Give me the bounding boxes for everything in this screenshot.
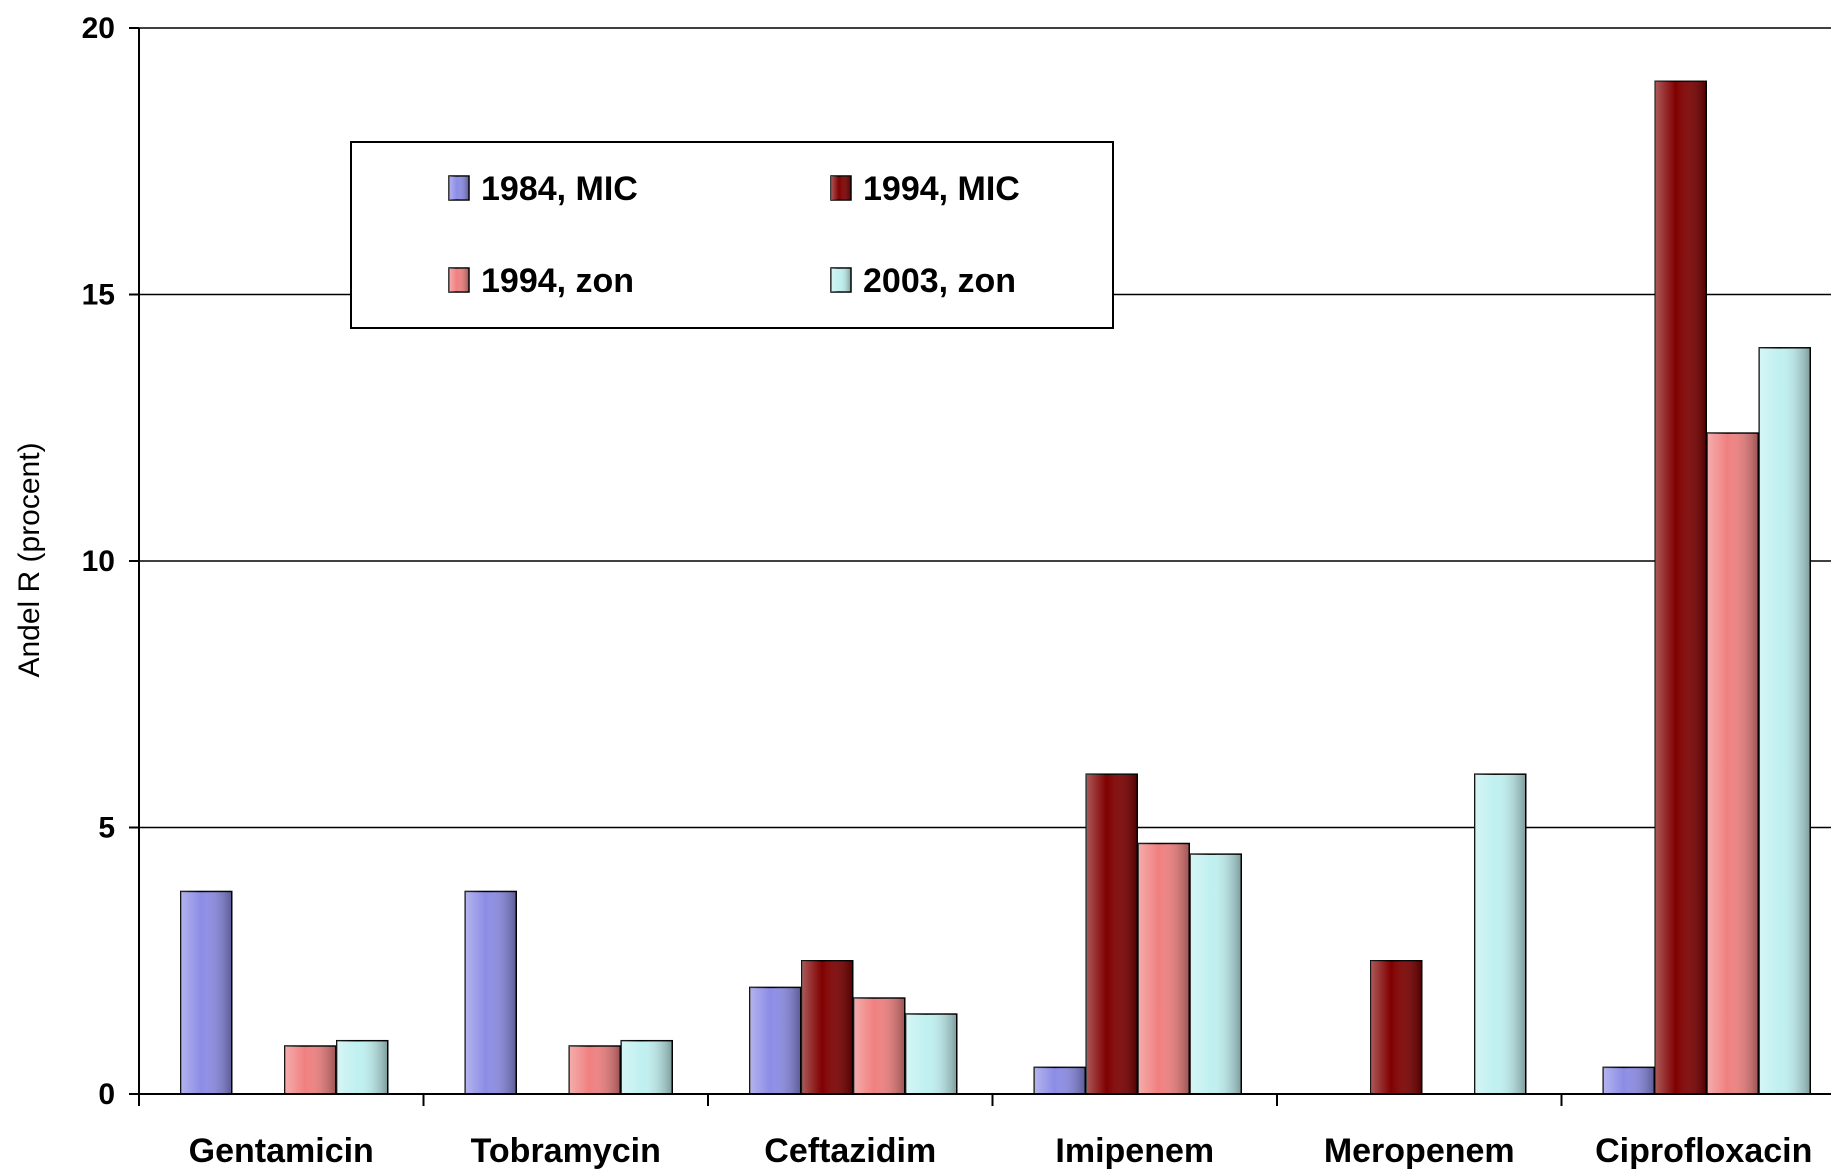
bar-shade bbox=[1138, 843, 1190, 1094]
bar bbox=[180, 890, 233, 1095]
bar bbox=[1474, 773, 1527, 1095]
x-category-label: Ciprofloxacin bbox=[1595, 1132, 1812, 1170]
bar bbox=[853, 997, 906, 1095]
bar-shade bbox=[1655, 81, 1707, 1095]
y-tick-label: 20 bbox=[82, 12, 115, 45]
y-tick-labels: 0 5 10 15 20 bbox=[82, 12, 115, 1111]
bar bbox=[1033, 1066, 1086, 1095]
bar-shade bbox=[1370, 960, 1422, 1094]
bar-shade bbox=[336, 1040, 388, 1094]
bar-shade bbox=[853, 998, 905, 1094]
legend-item: 1994, MIC bbox=[830, 170, 1020, 208]
bar-shade bbox=[465, 891, 517, 1094]
bar-shade bbox=[801, 960, 853, 1094]
bar bbox=[1758, 347, 1811, 1095]
bar bbox=[336, 1039, 389, 1095]
legend-box bbox=[350, 141, 1114, 329]
y-tick-label: 15 bbox=[82, 279, 115, 312]
bar bbox=[1706, 432, 1759, 1095]
legend-swatch-shade bbox=[449, 176, 469, 200]
legend-item: 1984, MIC bbox=[448, 170, 638, 208]
legend-label: 1984, MIC bbox=[481, 170, 638, 208]
bar bbox=[464, 890, 517, 1095]
legend-label: 1994, MIC bbox=[863, 170, 1020, 208]
bar-shade bbox=[1086, 774, 1138, 1094]
y-tick-label: 5 bbox=[98, 812, 115, 845]
legend: 1984, MIC 1994, MIC 1994, zon 2003, zon bbox=[350, 141, 1114, 329]
bar-shade bbox=[284, 1046, 336, 1094]
bar-shade bbox=[1190, 854, 1242, 1094]
bar bbox=[1602, 1066, 1655, 1095]
bar bbox=[1137, 842, 1190, 1095]
bar-shade bbox=[1474, 774, 1526, 1094]
bar-shade bbox=[1603, 1067, 1655, 1094]
legend-label: 2003, zon bbox=[863, 262, 1016, 300]
bar bbox=[801, 960, 854, 1095]
bar-shade bbox=[1759, 347, 1811, 1094]
bar bbox=[568, 1045, 621, 1095]
legend-item: 1994, zon bbox=[448, 262, 634, 300]
legend-swatch-shade bbox=[449, 268, 469, 292]
bar bbox=[620, 1039, 673, 1095]
bar bbox=[905, 1013, 958, 1095]
legend-swatch-shade bbox=[831, 176, 851, 200]
bar bbox=[1654, 80, 1707, 1095]
y-tick-label: 0 bbox=[98, 1078, 115, 1111]
axes bbox=[138, 28, 1831, 1106]
bar bbox=[284, 1045, 337, 1095]
x-category-label: Imipenem bbox=[1055, 1132, 1214, 1170]
bar bbox=[1370, 960, 1423, 1095]
legend-label: 1994, zon bbox=[481, 262, 634, 300]
bar bbox=[749, 986, 802, 1095]
bar bbox=[1189, 853, 1242, 1095]
x-category-labels: Gentamicin Tobramycin Ceftazidim Imipenem Me… bbox=[189, 1132, 1813, 1170]
x-category-label: Ceftazidim bbox=[764, 1132, 936, 1170]
y-axis-label: Andel R (procent) bbox=[13, 442, 46, 677]
x-category-label: Meropenem bbox=[1324, 1132, 1515, 1170]
bar-shade bbox=[180, 891, 232, 1094]
x-category-label: Gentamicin bbox=[189, 1132, 374, 1170]
x-category-label: Tobramycin bbox=[471, 1132, 661, 1170]
bar-shade bbox=[1034, 1067, 1086, 1094]
bar-shade bbox=[1707, 433, 1759, 1095]
legend-item: 2003, zon bbox=[830, 262, 1016, 300]
bar-shade bbox=[621, 1040, 673, 1094]
bar-shade bbox=[749, 987, 801, 1094]
bar-shade bbox=[905, 1014, 957, 1094]
bar-shade bbox=[569, 1046, 621, 1094]
bar bbox=[1085, 773, 1138, 1095]
y-tick-label: 10 bbox=[82, 545, 115, 578]
legend-swatch-shade bbox=[831, 268, 851, 292]
